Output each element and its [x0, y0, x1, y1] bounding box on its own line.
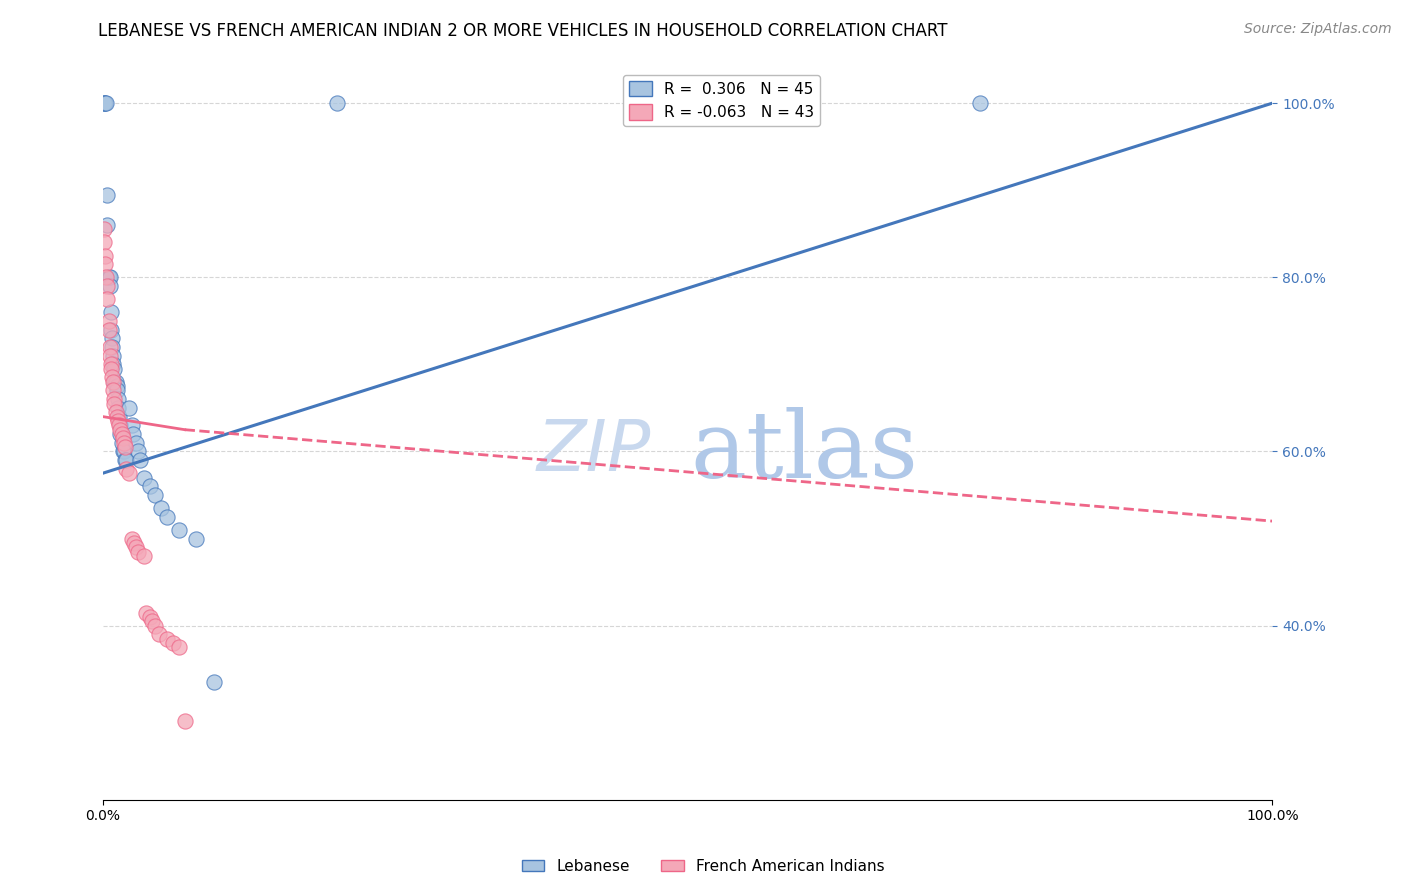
- Point: [145, 618, 167, 632]
- Point: [96, 218, 118, 232]
- Point: [97, 270, 120, 285]
- Point: [156, 509, 179, 524]
- Point: [117, 467, 139, 481]
- Point: [110, 418, 132, 433]
- Point: [94, 257, 117, 271]
- Point: [127, 444, 149, 458]
- Point: [96, 292, 118, 306]
- Point: [93, 96, 115, 111]
- Point: [93, 235, 115, 250]
- Point: [202, 675, 225, 690]
- Point: [104, 375, 127, 389]
- Point: [156, 632, 179, 646]
- Point: [100, 361, 122, 376]
- Point: [167, 640, 190, 655]
- Text: atlas: atlas: [690, 407, 918, 497]
- Point: [96, 270, 118, 285]
- Point: [101, 331, 124, 345]
- Point: [135, 606, 157, 620]
- Legend: R =  0.306   N = 45, R = -0.063   N = 43: R = 0.306 N = 45, R = -0.063 N = 43: [623, 75, 820, 127]
- Point: [110, 427, 132, 442]
- Text: ZIP: ZIP: [537, 417, 651, 486]
- Point: [101, 340, 124, 354]
- Point: [98, 279, 121, 293]
- Point: [325, 96, 347, 111]
- Point: [97, 322, 120, 336]
- Point: [98, 340, 121, 354]
- Point: [105, 409, 128, 424]
- Point: [115, 453, 138, 467]
- Point: [98, 270, 121, 285]
- Legend: Lebanese, French American Indians: Lebanese, French American Indians: [516, 853, 890, 880]
- Point: [94, 248, 117, 262]
- Point: [100, 322, 122, 336]
- Point: [115, 462, 138, 476]
- Point: [103, 375, 125, 389]
- Point: [117, 401, 139, 415]
- Point: [107, 414, 129, 428]
- Point: [112, 435, 135, 450]
- Point: [141, 614, 163, 628]
- Point: [114, 453, 136, 467]
- Point: [124, 540, 146, 554]
- Point: [173, 714, 195, 729]
- Point: [124, 435, 146, 450]
- Point: [148, 627, 170, 641]
- Point: [121, 418, 143, 433]
- Point: [145, 488, 167, 502]
- Point: [124, 536, 146, 550]
- Point: [96, 96, 118, 111]
- Point: [150, 501, 173, 516]
- Point: [121, 532, 143, 546]
- Point: [104, 405, 127, 419]
- Point: [103, 357, 125, 371]
- Point: [138, 610, 160, 624]
- Point: [107, 392, 129, 407]
- Point: [129, 453, 152, 467]
- Point: [94, 96, 117, 111]
- Point: [110, 435, 132, 450]
- Point: [105, 384, 128, 398]
- Point: [93, 96, 115, 111]
- Point: [97, 314, 120, 328]
- Point: [108, 409, 131, 424]
- Point: [162, 636, 184, 650]
- Point: [100, 357, 122, 371]
- Point: [112, 444, 135, 458]
- Point: [110, 427, 132, 442]
- Point: [111, 431, 134, 445]
- Point: [186, 532, 208, 546]
- Point: [98, 349, 121, 363]
- Text: Source: ZipAtlas.com: Source: ZipAtlas.com: [1244, 22, 1392, 37]
- Point: [132, 470, 155, 484]
- Text: LEBANESE VS FRENCH AMERICAN INDIAN 2 OR MORE VEHICLES IN HOUSEHOLD CORRELATION C: LEBANESE VS FRENCH AMERICAN INDIAN 2 OR …: [98, 22, 948, 40]
- Point: [138, 479, 160, 493]
- Point: [101, 370, 124, 384]
- Point: [107, 401, 129, 415]
- Point: [105, 379, 128, 393]
- Point: [114, 440, 136, 454]
- Point: [132, 549, 155, 563]
- Point: [96, 279, 118, 293]
- Point: [103, 349, 125, 363]
- Point: [100, 305, 122, 319]
- Point: [122, 427, 145, 442]
- Point: [127, 544, 149, 558]
- Point: [108, 418, 131, 433]
- Point: [103, 375, 125, 389]
- Point: [969, 96, 991, 111]
- Point: [167, 523, 190, 537]
- Point: [110, 423, 132, 437]
- Point: [93, 222, 115, 236]
- Point: [103, 361, 125, 376]
- Point: [103, 396, 125, 410]
- Point: [96, 187, 118, 202]
- Point: [103, 384, 125, 398]
- Point: [103, 392, 125, 407]
- Point: [111, 444, 134, 458]
